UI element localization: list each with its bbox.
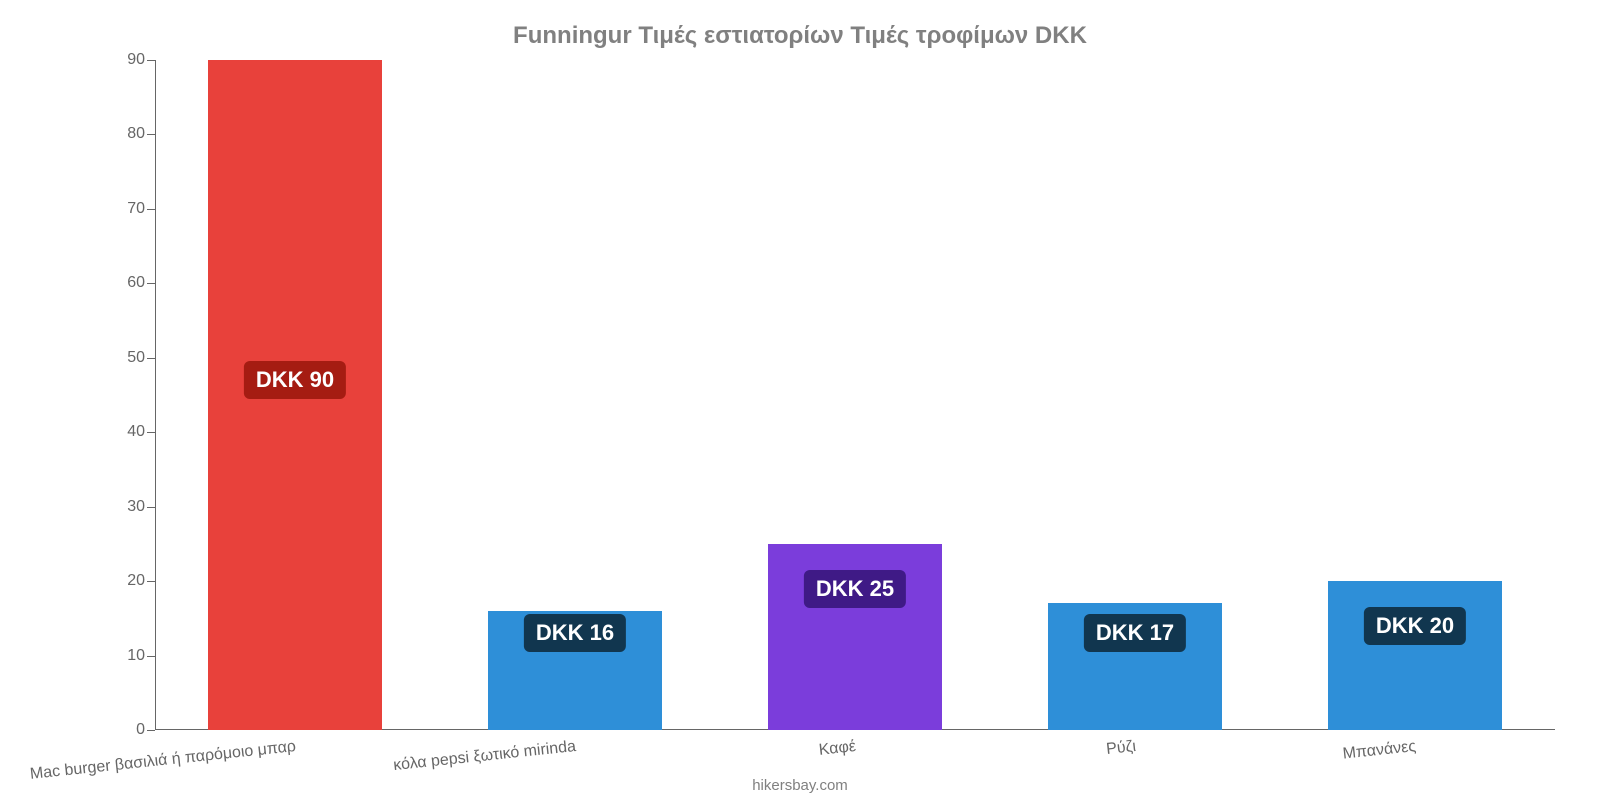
y-tick — [147, 432, 155, 433]
y-tick-label: 80 — [105, 125, 145, 143]
y-tick — [147, 581, 155, 582]
bar-value-badge: DKK 20 — [1364, 607, 1466, 645]
y-tick — [147, 656, 155, 657]
y-tick-label: 50 — [105, 349, 145, 367]
chart-title: Funningur Τιμές εστιατορίων Τιμές τροφίμ… — [0, 22, 1600, 50]
y-tick-label: 90 — [105, 51, 145, 69]
bar-value-badge: DKK 16 — [524, 614, 626, 652]
y-tick-label: 30 — [105, 498, 145, 516]
price-bar-chart: Funningur Τιμές εστιατορίων Τιμές τροφίμ… — [0, 0, 1600, 800]
y-tick — [147, 209, 155, 210]
y-tick — [147, 730, 155, 731]
y-tick — [147, 358, 155, 359]
bar-value-badge: DKK 17 — [1084, 614, 1186, 652]
y-tick-label: 70 — [105, 200, 145, 218]
y-tick-label: 20 — [105, 572, 145, 590]
y-tick — [147, 60, 155, 61]
plot-area: 0102030405060708090DKK 90Mac burger βασι… — [155, 60, 1555, 730]
y-tick-label: 40 — [105, 423, 145, 441]
bar — [1328, 581, 1502, 730]
y-axis — [155, 60, 156, 730]
chart-footer: hikersbay.com — [0, 777, 1600, 794]
y-tick-label: 10 — [105, 647, 145, 665]
bar-value-badge: DKK 25 — [804, 570, 906, 608]
y-tick-label: 60 — [105, 274, 145, 292]
bar-value-badge: DKK 90 — [244, 361, 346, 399]
y-tick — [147, 507, 155, 508]
y-tick — [147, 283, 155, 284]
y-tick — [147, 134, 155, 135]
y-tick-label: 0 — [105, 721, 145, 739]
